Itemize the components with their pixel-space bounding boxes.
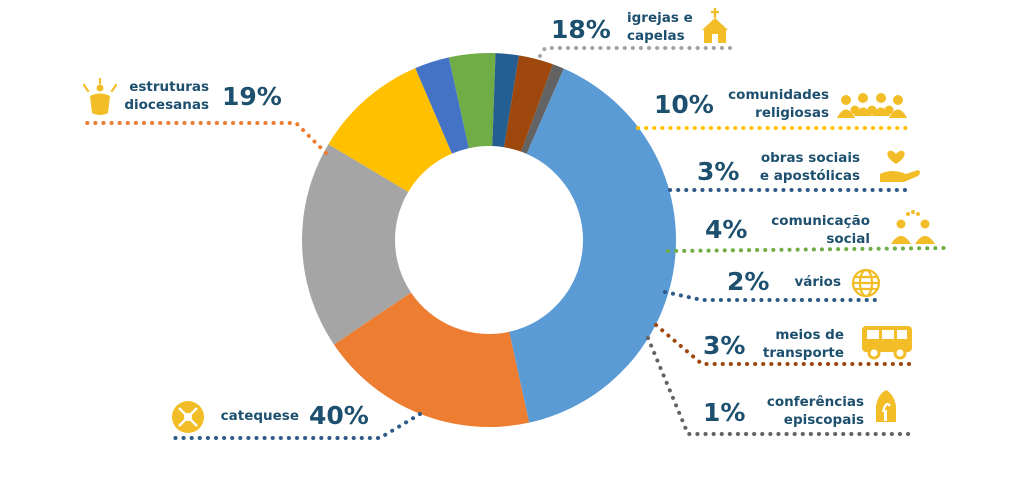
slice-percent: 1% (703, 398, 745, 427)
slice-label: episcopais (784, 412, 864, 428)
slice-label: catequese (221, 408, 299, 424)
slice-label-group: 19% estruturas diocesanas (124, 79, 281, 113)
leader-line (82, 121, 328, 155)
slice-label: transporte (763, 345, 844, 361)
hand-heart-icon (880, 150, 920, 182)
leader-lines (82, 46, 948, 440)
slice-percent: 4% (705, 215, 747, 244)
slice-label: comunidades (728, 87, 829, 103)
slice-label: social (826, 231, 870, 247)
catechesis-icon (172, 401, 204, 433)
leader-line (170, 412, 422, 440)
donut-slice (504, 55, 553, 152)
slice-label: capelas (627, 28, 685, 44)
slice-label: vários (794, 274, 841, 290)
slice-label-group: 40% catequese (221, 401, 369, 430)
donut-slice (521, 64, 564, 154)
globe-icon (851, 268, 881, 298)
slice-label-group: 3% meios de transporte (703, 327, 844, 361)
slice-percent: 40% (309, 401, 369, 430)
donut-slice (509, 68, 677, 423)
donut-slice (492, 53, 519, 148)
slice-label-group: 3% obras sociais e apostólicas (697, 150, 860, 186)
donut-slice (448, 53, 496, 149)
bishop-mitre-icon (876, 390, 896, 422)
slice-label: obras sociais (761, 150, 860, 166)
slice-label-group: 10% comunidades religiosas (654, 87, 829, 121)
slice-label: diocesanas (124, 97, 209, 113)
church-icon (702, 8, 728, 43)
bus-icon (862, 326, 912, 360)
people-group-icon (837, 93, 907, 118)
slice-label: comunicação (771, 213, 870, 229)
slice-percent: 10% (654, 90, 714, 119)
slice-labels: 18% igrejas e capelas 10% comunidades religio… (124, 10, 870, 430)
slice-label-group: 4% comunicação social (705, 213, 870, 247)
communication-icon (891, 210, 935, 244)
diocese-icon (82, 77, 118, 115)
donut-slice (328, 68, 452, 192)
slice-label: igrejas e (627, 10, 693, 26)
leader-line (646, 336, 914, 436)
slice-percent: 18% (551, 15, 611, 44)
donut-slice (302, 144, 412, 345)
slice-label-group: 1% conferências episcopais (703, 394, 864, 428)
leader-line (538, 46, 737, 58)
leader-line (666, 246, 948, 253)
slice-label-group: 2% vários (727, 267, 841, 296)
slice-label: conferências (767, 394, 864, 410)
slice-label: estruturas (129, 79, 209, 95)
slice-percent: 3% (703, 331, 745, 360)
leader-line (663, 290, 882, 302)
slice-label: meios de (775, 327, 844, 343)
leader-line (654, 323, 916, 366)
slice-label: religiosas (755, 105, 829, 121)
slice-percent: 19% (222, 82, 282, 111)
donut-slice (415, 57, 469, 154)
slice-percent: 3% (697, 157, 739, 186)
slice-percent: 2% (727, 267, 769, 296)
donut-slices (302, 53, 677, 427)
slice-label: e apostólicas (760, 168, 860, 184)
donut-slice (333, 292, 530, 427)
slice-label-group: 18% igrejas e capelas (551, 10, 693, 44)
